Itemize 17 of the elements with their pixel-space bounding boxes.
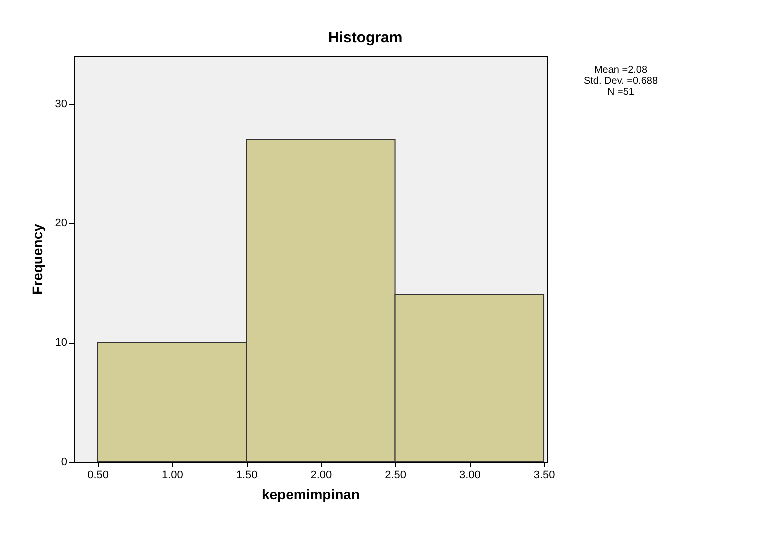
x-tick-label: 1.00 bbox=[162, 470, 184, 482]
x-tick-label: 0.50 bbox=[88, 470, 110, 482]
y-tick-label: 10 bbox=[55, 337, 68, 350]
y-tick-label: 30 bbox=[55, 98, 68, 110]
text: Mean =2.08 bbox=[594, 65, 648, 76]
x-tick-label: 3.00 bbox=[459, 470, 481, 482]
text: Std. Dev. =0.688 bbox=[584, 76, 658, 87]
y-axis-title: Frequency bbox=[29, 224, 46, 295]
x-tick-label: 3.50 bbox=[534, 470, 556, 482]
y-tick-label: 0 bbox=[61, 456, 68, 468]
chart-title: Histogram bbox=[328, 30, 403, 46]
x-tick-label: 2.00 bbox=[310, 470, 332, 482]
x-tick-label: 2.50 bbox=[385, 470, 406, 482]
x-axis-title: kepemimpinan bbox=[262, 486, 360, 502]
x-tick-label: 1.50 bbox=[236, 470, 258, 482]
text: N =51 bbox=[608, 87, 635, 98]
y-tick-label: 20 bbox=[55, 218, 68, 230]
